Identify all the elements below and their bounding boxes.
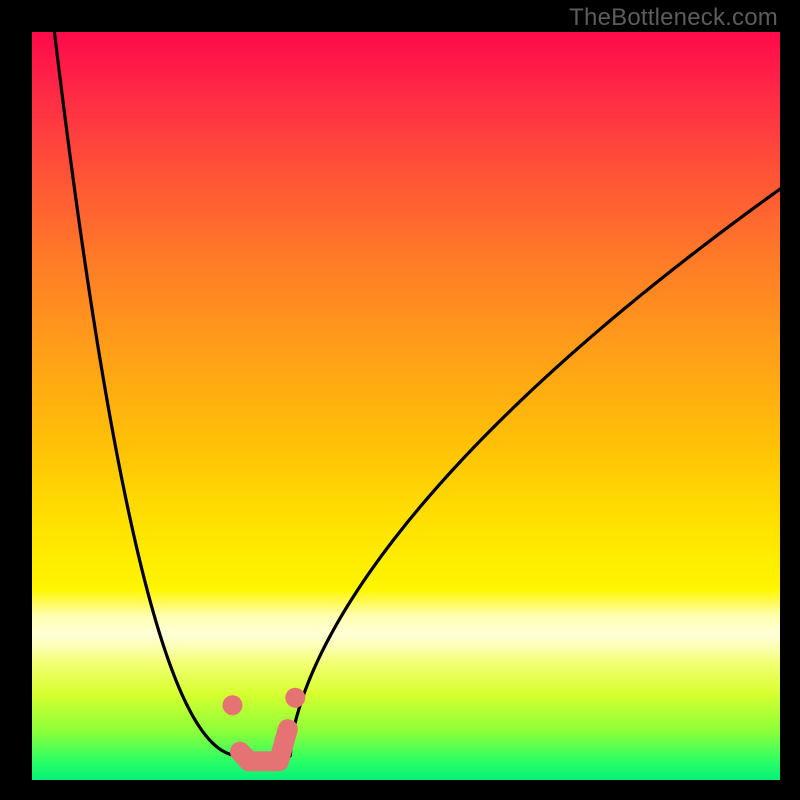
watermark-text: TheBottleneck.com [569, 4, 778, 32]
gradient-background [32, 32, 780, 780]
plot-area [32, 32, 780, 780]
